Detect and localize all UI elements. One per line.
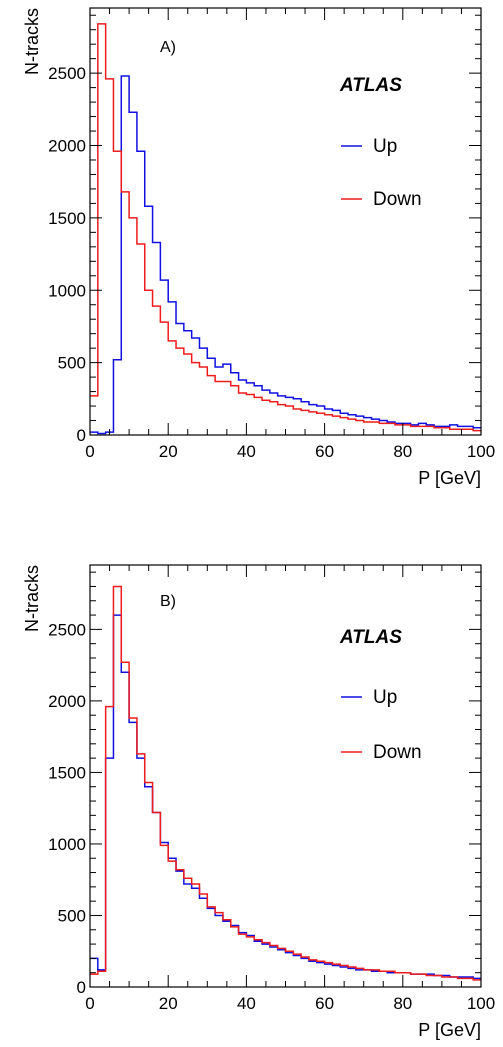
y-tick-label: 2500 bbox=[48, 620, 86, 639]
x-tick-label: 0 bbox=[85, 994, 94, 1013]
series-down-line bbox=[90, 23, 481, 432]
legend-down-label: Down bbox=[373, 189, 422, 210]
y-axis-title: N-tracks bbox=[22, 8, 42, 75]
x-tick-label: 40 bbox=[237, 442, 256, 461]
y-tick-label: 1000 bbox=[48, 835, 86, 854]
panel-label: B) bbox=[160, 593, 176, 610]
plot-frame bbox=[89, 564, 482, 988]
y-tick-label: 2000 bbox=[48, 137, 86, 156]
plot-frame bbox=[89, 7, 482, 436]
experiment-label: ATLAS bbox=[339, 75, 402, 96]
x-tick-label: 0 bbox=[85, 442, 94, 461]
experiment-label: ATLAS bbox=[339, 627, 402, 648]
x-tick-label: 100 bbox=[467, 442, 495, 461]
x-axis-title: P [GeV] bbox=[418, 1020, 481, 1040]
x-tick-label: 20 bbox=[159, 442, 178, 461]
x-tick-label: 20 bbox=[159, 994, 178, 1013]
x-tick-label: 80 bbox=[393, 994, 412, 1013]
x-tick-label: 40 bbox=[237, 994, 256, 1013]
legend-up-label: Up bbox=[373, 687, 397, 708]
y-tick-label: 1000 bbox=[48, 281, 86, 300]
legend: Up Down bbox=[341, 136, 422, 210]
legend: Up Down bbox=[341, 687, 422, 763]
y-tick-label: 2500 bbox=[48, 64, 86, 83]
panel-label: A) bbox=[160, 39, 176, 56]
x-tick-label: 60 bbox=[315, 994, 334, 1013]
x-tick-label: 60 bbox=[315, 442, 334, 461]
y-axis-title: N-tracks bbox=[22, 565, 42, 632]
legend-down-label: Down bbox=[373, 742, 422, 763]
x-tick-label: 80 bbox=[393, 442, 412, 461]
y-tick-label: 500 bbox=[58, 906, 86, 925]
series-down-line bbox=[90, 585, 481, 981]
x-axis-title: P [GeV] bbox=[418, 468, 481, 488]
series-up-line bbox=[90, 614, 481, 980]
y-tick-label: 2000 bbox=[48, 692, 86, 711]
y-tick-label: 500 bbox=[58, 354, 86, 373]
x-tick-label: 100 bbox=[467, 994, 495, 1013]
y-tick-label: 1500 bbox=[48, 209, 86, 228]
y-tick-label: 0 bbox=[77, 426, 86, 445]
legend-up-label: Up bbox=[373, 136, 397, 157]
y-tick-label: 0 bbox=[77, 978, 86, 997]
y-tick-label: 1500 bbox=[48, 763, 86, 782]
series-up-line bbox=[90, 75, 481, 435]
